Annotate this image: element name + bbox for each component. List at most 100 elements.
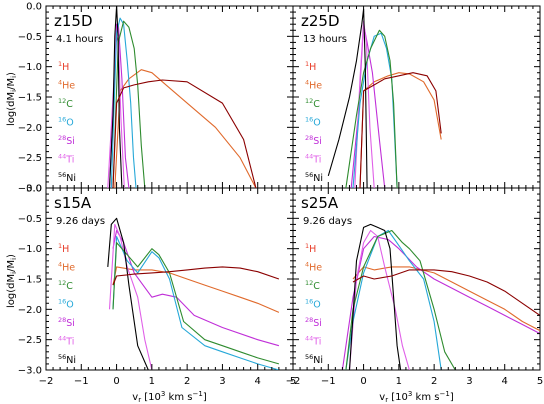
x-tick-label: 4 bbox=[502, 376, 508, 387]
y-axis-label-top: log(dMi/Mi) bbox=[6, 72, 18, 126]
panel-title: z25D bbox=[301, 12, 340, 30]
legend-O: 16O bbox=[58, 116, 74, 129]
series-C-line bbox=[112, 242, 280, 365]
x-tick-label: 0 bbox=[113, 376, 119, 387]
y-tick-label: −1.5 bbox=[18, 93, 42, 104]
panel-lines-s25A bbox=[341, 223, 540, 370]
x-axis-label: vr [103 km s−1] bbox=[132, 390, 207, 404]
series-O-line bbox=[112, 235, 280, 370]
plot-lines bbox=[107, 6, 540, 370]
legend-Ni: 56Ni bbox=[58, 171, 76, 184]
legend-Ti: 44Ti bbox=[305, 153, 321, 166]
series-O-line bbox=[345, 229, 442, 370]
x-tick-label: −2 bbox=[286, 376, 301, 387]
series-O-line bbox=[352, 32, 398, 188]
y-tick-label: −3.0 bbox=[18, 366, 42, 377]
x-tick-label: 2 bbox=[431, 376, 437, 387]
series-H-line bbox=[112, 266, 280, 286]
legend-Ti: 44Ti bbox=[58, 153, 74, 166]
panel-subtitle: 13 hours bbox=[303, 34, 347, 45]
series-Ti-line bbox=[107, 35, 125, 188]
legend-C: 12C bbox=[58, 97, 73, 110]
legend-Si: 28Si bbox=[305, 316, 322, 329]
series-C-line bbox=[112, 20, 146, 188]
legend-H: 1H bbox=[58, 60, 69, 73]
x-tick-label: 5 bbox=[537, 376, 543, 387]
x-tick-label: 0 bbox=[360, 376, 366, 387]
x-tick-label: 1 bbox=[396, 376, 402, 387]
legend-Ni: 56Ni bbox=[58, 353, 76, 366]
series-Ni-line bbox=[327, 8, 368, 188]
x-tick-label: 3 bbox=[219, 376, 225, 387]
series-Ni-line bbox=[348, 223, 402, 370]
legend-Si: 28Si bbox=[58, 134, 75, 147]
x-tick-label: 5 bbox=[290, 376, 296, 387]
legend-O: 16O bbox=[305, 298, 321, 311]
y-tick-label: −1.0 bbox=[18, 62, 42, 73]
legend-He: 4He bbox=[305, 79, 322, 92]
legend-Si: 28Si bbox=[58, 316, 75, 329]
legend-Ni: 56Ni bbox=[305, 353, 323, 366]
legend-C: 12C bbox=[305, 279, 320, 292]
legend-He: 4He bbox=[58, 261, 75, 274]
x-tick-label: −2 bbox=[39, 376, 54, 387]
x-axis-label: vr [103 km s−1] bbox=[379, 390, 454, 404]
panel-labels: z15D 4.1 hours 1H 4He 12C 16O 28Si 44Ti 56Ni z25D… bbox=[54, 12, 352, 366]
y-axis-label-bottom: log(dMi/Mi) bbox=[6, 254, 18, 308]
x-tick-label: 2 bbox=[184, 376, 190, 387]
y-tick-label: −1.5 bbox=[18, 275, 42, 286]
legend-He: 4He bbox=[305, 261, 322, 274]
series-C-line bbox=[345, 229, 456, 370]
series-He-line bbox=[359, 72, 442, 188]
series-H-line bbox=[112, 79, 257, 188]
x-tick-label: 1 bbox=[149, 376, 155, 387]
x-tick-label: 3 bbox=[466, 376, 472, 387]
panel-lines-s15A bbox=[107, 217, 280, 370]
legend-He: 4He bbox=[58, 79, 75, 92]
y-tick-label: −0.5 bbox=[18, 32, 42, 43]
y-tick-label: −2.5 bbox=[18, 335, 42, 346]
y-tick-label: 0.0 bbox=[26, 184, 42, 195]
series-H-line bbox=[359, 72, 442, 188]
legend-O: 16O bbox=[58, 298, 74, 311]
panel-subtitle: 9.26 days bbox=[56, 216, 105, 227]
x-tick-label: −1 bbox=[74, 376, 89, 387]
series-Ni-line bbox=[107, 217, 149, 370]
x-tick-label: 4 bbox=[255, 376, 261, 387]
legend-C: 12C bbox=[305, 97, 320, 110]
panel-title: z15D bbox=[54, 12, 93, 30]
legend-H: 1H bbox=[58, 242, 69, 255]
panel-lines-z25D bbox=[327, 8, 442, 188]
legend-C: 12C bbox=[58, 279, 73, 292]
legend-Ni: 56Ni bbox=[305, 171, 323, 184]
series-O-line bbox=[110, 17, 137, 188]
y-tick-label: −1.0 bbox=[18, 244, 42, 255]
series-Si-line bbox=[341, 235, 540, 370]
y-tick-label: −2.0 bbox=[18, 123, 42, 134]
y-tick-label: −0.5 bbox=[18, 214, 42, 225]
legend-H: 1H bbox=[305, 242, 316, 255]
series-He-line bbox=[114, 69, 257, 188]
series-C-line bbox=[345, 29, 398, 188]
legend-H: 1H bbox=[305, 60, 316, 73]
panel-subtitle: 4.1 hours bbox=[56, 34, 103, 45]
panel-subtitle: 9.26 days bbox=[303, 216, 352, 227]
series-H-line bbox=[352, 269, 540, 316]
series-Si-line bbox=[112, 229, 280, 347]
series-Ni-line bbox=[108, 6, 123, 188]
legend-Ti: 44Ti bbox=[58, 335, 74, 348]
y-tick-label: −2.0 bbox=[18, 305, 42, 316]
axes: 0.0−0.5−1.0−1.5−2.0−2.5−3.00.0−0.5−1.0−1… bbox=[6, 2, 543, 404]
panel-title: s15A bbox=[54, 194, 92, 212]
series-Ti-line bbox=[108, 223, 153, 370]
y-tick-label: −3.0 bbox=[18, 184, 42, 195]
series-He-line bbox=[352, 266, 540, 332]
panel-lines-z15D bbox=[107, 6, 257, 188]
panel-title: s25A bbox=[301, 194, 339, 212]
legend-Si: 28Si bbox=[305, 134, 322, 147]
legend-Ti: 44Ti bbox=[305, 335, 321, 348]
y-tick-label: 0.0 bbox=[26, 2, 42, 13]
y-tick-label: −2.5 bbox=[18, 153, 42, 164]
legend-O: 16O bbox=[305, 116, 321, 129]
